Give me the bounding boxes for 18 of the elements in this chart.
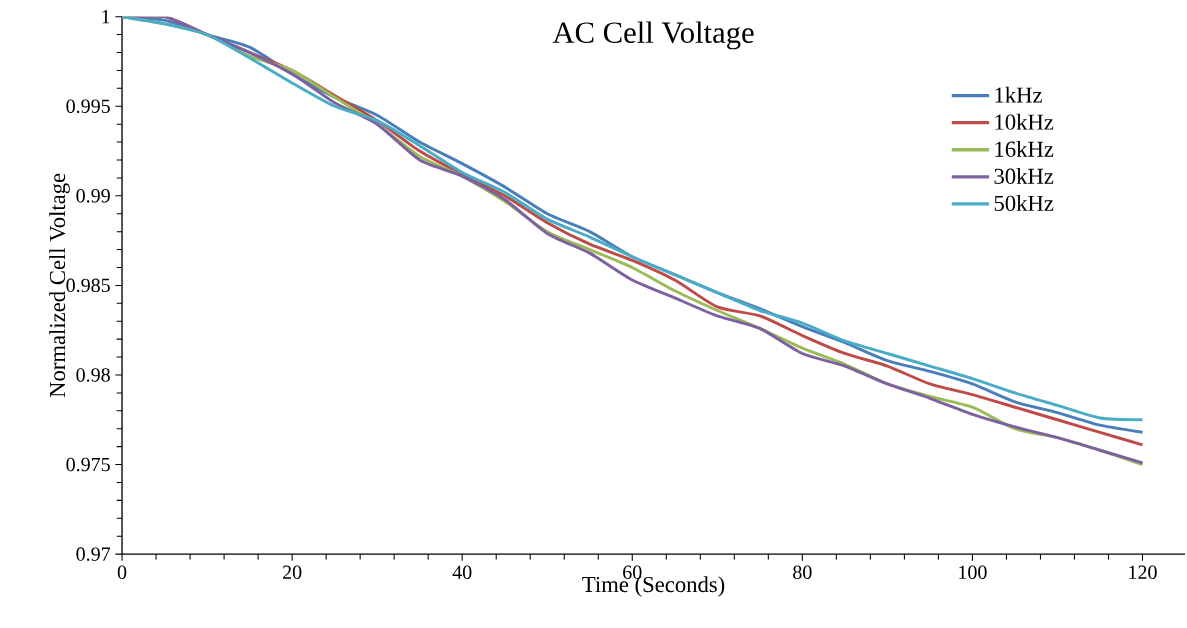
x-tick-label: 80 [793, 565, 812, 579]
chart-title: AC Cell Voltage [552, 21, 754, 50]
y-tick-label: 1 [102, 10, 110, 24]
x-tick-label: 40 [452, 565, 472, 579]
y-tick-label: 0.995 [66, 99, 110, 113]
y-tick-label: 0.975 [66, 457, 110, 472]
y-tick-label: 0.97 [76, 547, 111, 561]
y-tick-label: 0.98 [76, 368, 110, 382]
legend-label: 50kHz [994, 194, 1054, 211]
x-tick-label: 120 [1129, 565, 1157, 579]
x-tick-label: 0 [117, 565, 127, 579]
legend-label: 16kHz [995, 140, 1054, 157]
y-tick-label: 0.99 [76, 188, 110, 203]
x-tick-label: 20 [282, 565, 302, 579]
legend-label: 10kHz [995, 113, 1054, 130]
x-tick-label: 100 [959, 565, 987, 579]
legend-label: 1kHz [995, 86, 1042, 103]
legend-label: 30kHz [994, 167, 1054, 184]
